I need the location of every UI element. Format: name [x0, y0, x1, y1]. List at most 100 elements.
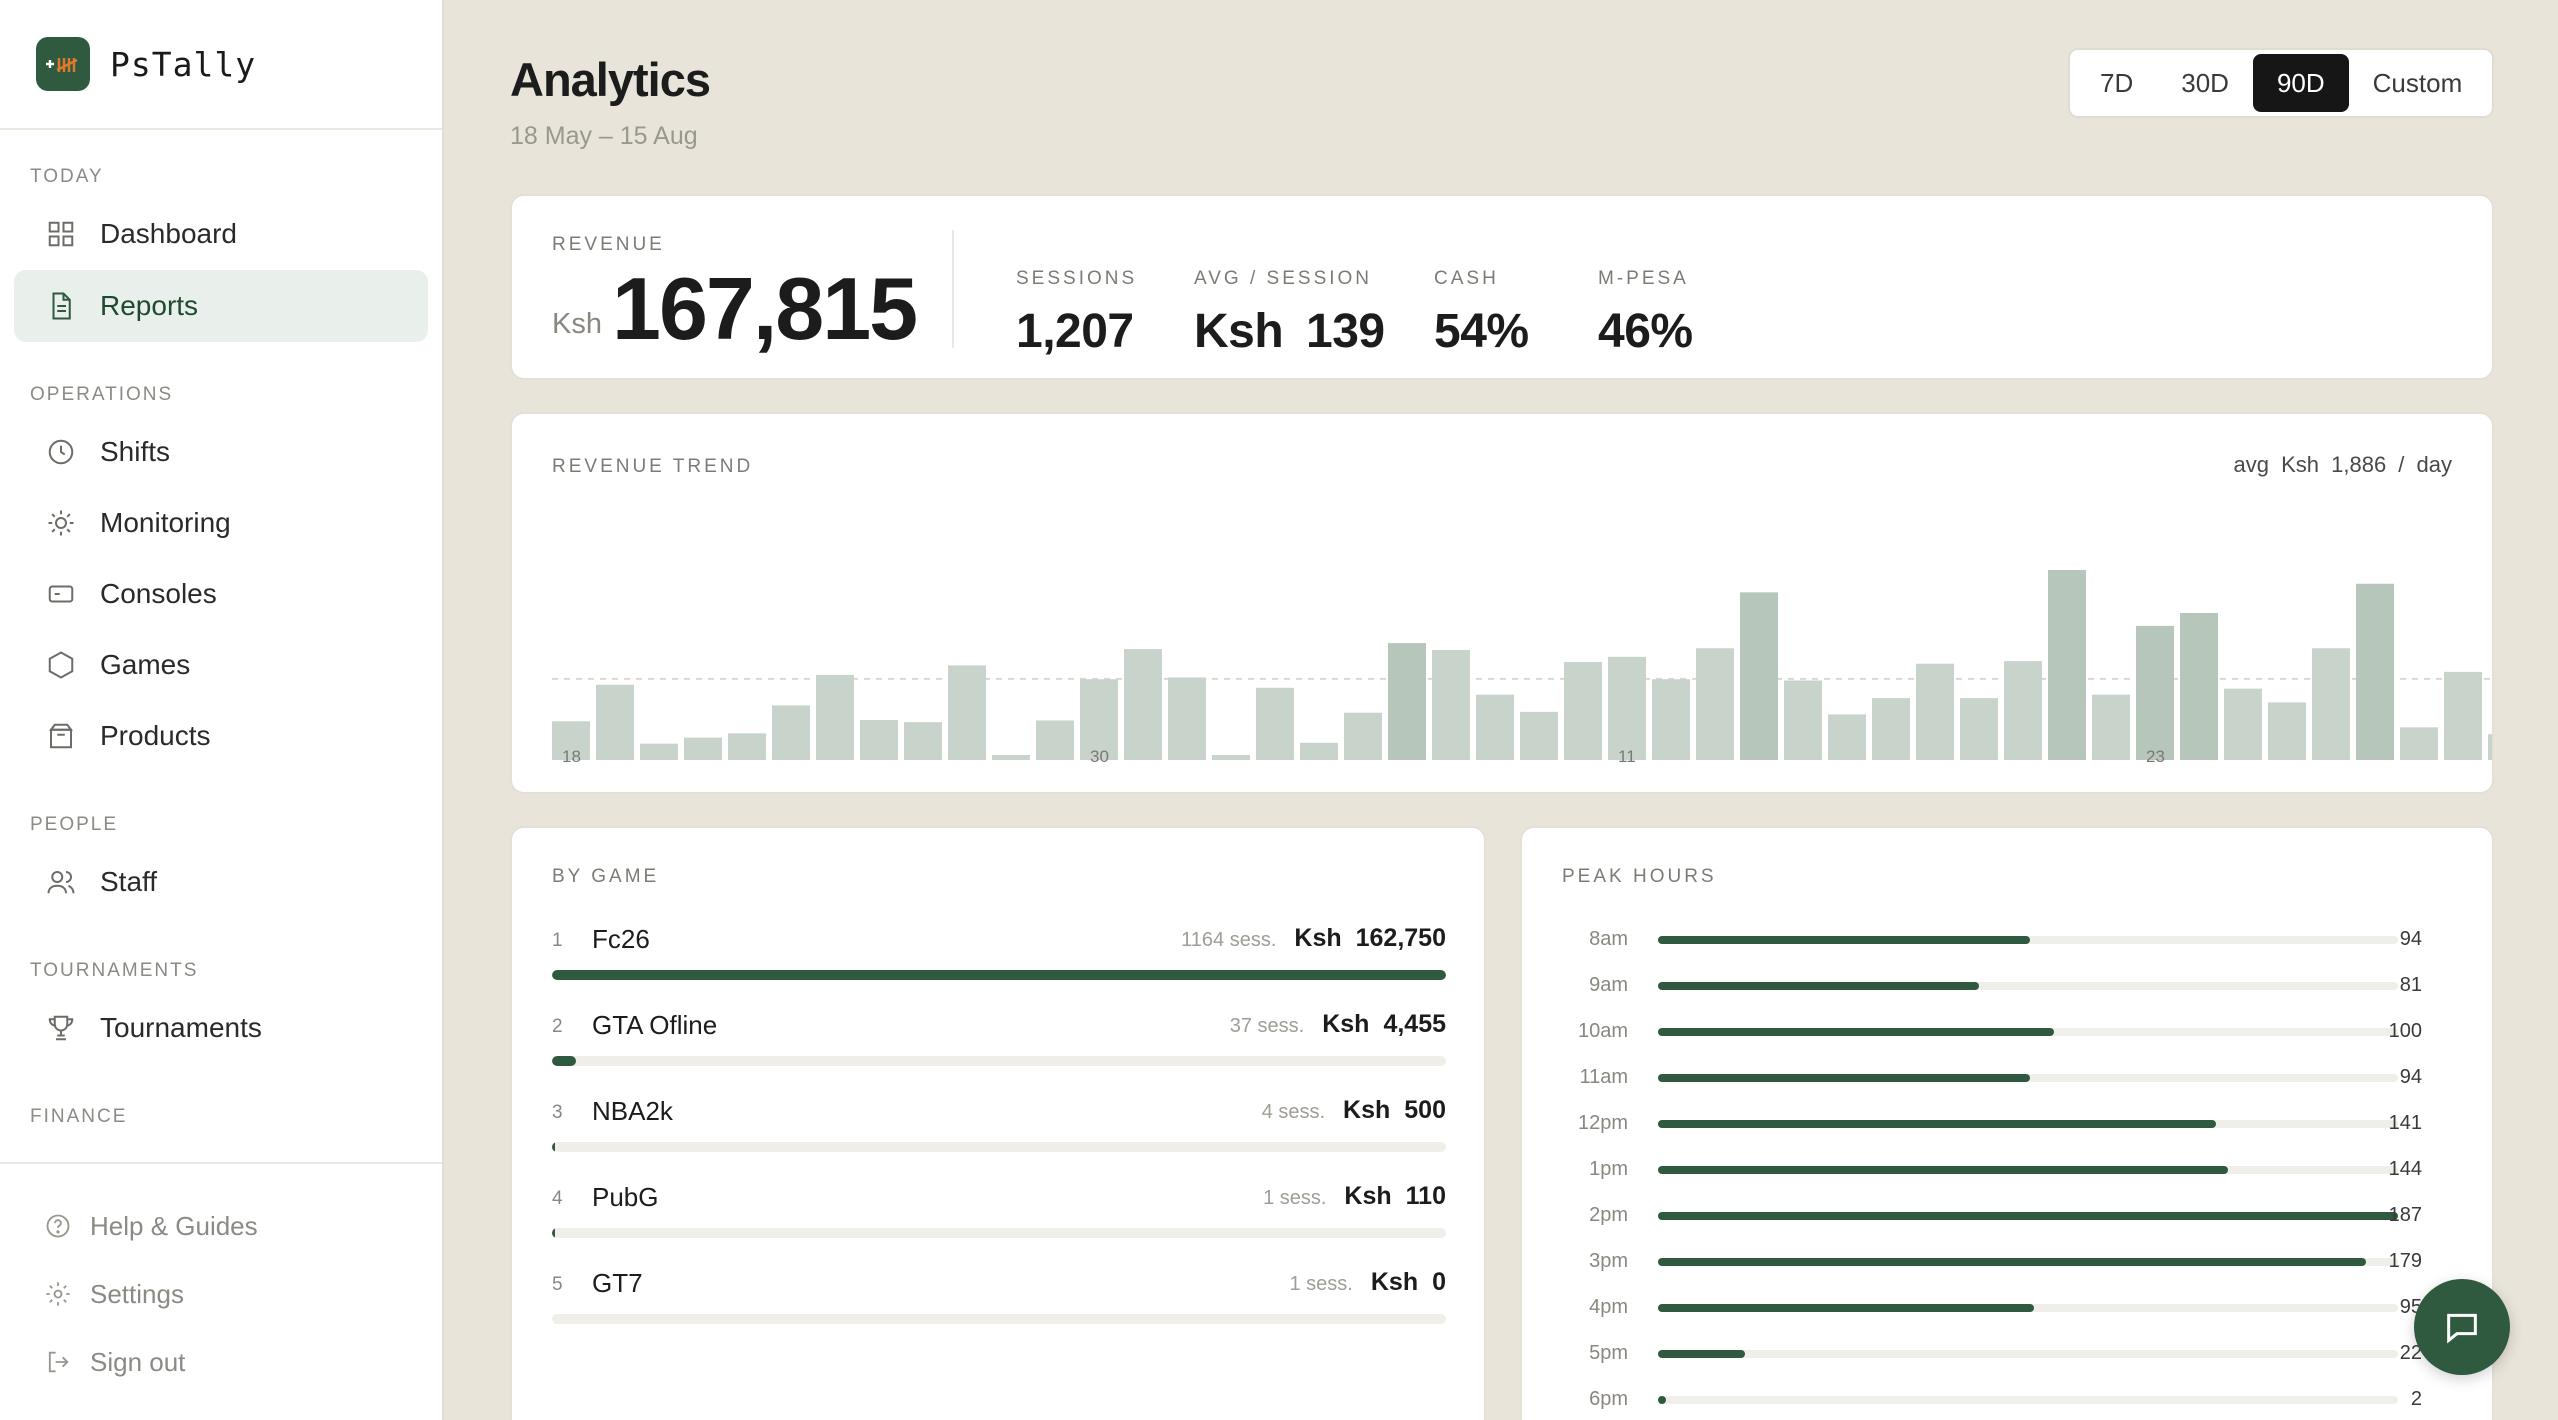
- peak-hour-track: [1658, 1258, 2398, 1266]
- trend-bar[interactable]: [596, 684, 634, 760]
- trend-bar[interactable]: [1388, 643, 1426, 760]
- trend-bar[interactable]: [2356, 583, 2394, 760]
- users-icon: [46, 867, 76, 897]
- trend-bar[interactable]: [2224, 688, 2262, 760]
- trend-bar[interactable]: [1432, 649, 1470, 760]
- box-icon: [46, 721, 76, 751]
- trend-bar[interactable]: [948, 665, 986, 760]
- sign-out-button[interactable]: Sign out: [14, 1332, 428, 1392]
- trend-bar[interactable]: [2488, 734, 2494, 760]
- cash-value: 54%: [1434, 305, 1529, 358]
- sidebar-item-staff[interactable]: Staff: [14, 846, 428, 918]
- peak-hour-bar: [1658, 1258, 2367, 1266]
- trend-bar[interactable]: [640, 743, 678, 760]
- trend-bar[interactable]: [1652, 679, 1690, 760]
- trend-bar[interactable]: [1256, 687, 1294, 760]
- trend-bar[interactable]: [2444, 671, 2482, 760]
- trend-bar[interactable]: [772, 705, 810, 760]
- trend-bar[interactable]: [1696, 648, 1734, 760]
- peak-hour-bar: [1658, 1028, 2054, 1036]
- trend-bar[interactable]: [684, 737, 722, 760]
- trend-bar[interactable]: [1036, 720, 1074, 760]
- avg-session-label: Avg / Session: [1194, 268, 1373, 289]
- trend-bar[interactable]: [2136, 625, 2174, 760]
- chat-button[interactable]: [2414, 1279, 2510, 1375]
- signout-icon: [44, 1348, 72, 1376]
- game-row[interactable]: 4 PubG 1 sess. Ksh 110: [552, 1180, 1446, 1250]
- sidebar-item-dashboard[interactable]: Dashboard: [14, 198, 428, 270]
- game-row[interactable]: 1 Fc26 1164 sess. Ksh 162,750: [552, 922, 1446, 992]
- peak-hour-track: [1658, 1120, 2398, 1128]
- trend-bar[interactable]: [1828, 714, 1866, 760]
- trend-tick-label: 11: [1618, 747, 1636, 766]
- trend-bar[interactable]: [2312, 648, 2350, 760]
- trend-bar[interactable]: [1212, 755, 1250, 760]
- sidebar-item-products[interactable]: Products: [14, 700, 428, 772]
- game-row[interactable]: 3 NBA2k 4 sess. Ksh 500: [552, 1094, 1446, 1164]
- section-title-tournaments: Tournaments: [30, 960, 199, 981]
- gear-icon: [44, 1280, 72, 1308]
- trend-bar[interactable]: [1740, 592, 1778, 760]
- peak-hour-bar: [1658, 1212, 2398, 1220]
- trend-bar[interactable]: [2180, 612, 2218, 760]
- trend-bar[interactable]: [728, 733, 766, 760]
- peak-hour-value: 187: [2388, 1204, 2422, 1226]
- trend-bar[interactable]: [1608, 656, 1646, 760]
- chat-icon: [2447, 1313, 2477, 1344]
- trend-bar[interactable]: [992, 755, 1030, 760]
- trend-bar[interactable]: [860, 720, 898, 760]
- range-custom-button[interactable]: Custom: [2372, 67, 2463, 98]
- trend-bar[interactable]: [1476, 694, 1514, 760]
- trend-bar[interactable]: [1344, 712, 1382, 760]
- trend-bar[interactable]: [1520, 711, 1558, 760]
- trend-bar[interactable]: [904, 722, 942, 760]
- revenue-currency: Ksh: [552, 308, 602, 340]
- sidebar-item-consoles[interactable]: Consoles: [14, 558, 428, 630]
- trend-bar[interactable]: [2268, 702, 2306, 760]
- trend-bar[interactable]: [1960, 698, 1998, 760]
- trend-bar[interactable]: [2092, 694, 2130, 760]
- sidebar-item-monitoring[interactable]: Monitoring: [14, 487, 428, 559]
- trend-bar[interactable]: [1080, 679, 1118, 760]
- game-row[interactable]: 5 GT7 1 sess. Ksh 0: [552, 1266, 1446, 1336]
- sidebar-item-games[interactable]: Games: [14, 629, 428, 701]
- trend-bar[interactable]: [1168, 677, 1206, 760]
- game-row[interactable]: 2 GTA Ofline 37 sess. Ksh 4,455: [552, 1008, 1446, 1078]
- help-guides-link[interactable]: Help & Guides: [14, 1196, 428, 1256]
- sessions-value: 1,207: [1016, 305, 1134, 358]
- game-share-fill: [552, 1228, 555, 1238]
- trend-bar[interactable]: [816, 674, 854, 760]
- section-title-people: People: [30, 814, 119, 835]
- brand[interactable]: PsTally: [0, 0, 442, 130]
- trend-bar[interactable]: [2048, 570, 2086, 760]
- kpi-card: Revenue Ksh 167,815 Sessions 1,207 Avg /…: [510, 194, 2494, 380]
- avg-session-kpi: Avg / Session Ksh 139: [1194, 268, 1385, 359]
- trend-bar[interactable]: [2004, 661, 2042, 760]
- brand-name: PsTally: [110, 44, 257, 84]
- trend-bar[interactable]: [1124, 649, 1162, 760]
- trend-bar[interactable]: [1872, 698, 1910, 760]
- game-currency: Ksh: [1294, 924, 1342, 952]
- trend-bar[interactable]: [1300, 742, 1338, 760]
- game-amount: 110: [1405, 1182, 1446, 1210]
- game-currency: Ksh: [1344, 1182, 1392, 1210]
- peak-hour-label: 9am: [1589, 974, 1628, 996]
- settings-link[interactable]: Settings: [14, 1264, 428, 1324]
- range-30d-button[interactable]: 30D: [2181, 67, 2229, 98]
- sidebar: PsTally Today Dashboard Reports Operatio…: [0, 0, 444, 1420]
- trend-bar[interactable]: [1784, 680, 1822, 760]
- sidebar-item-tournaments[interactable]: Tournaments: [14, 992, 428, 1064]
- trend-bar[interactable]: [2400, 727, 2438, 760]
- sidebar-item-shifts[interactable]: Shifts: [14, 416, 428, 488]
- sidebar-item-reports[interactable]: Reports: [14, 270, 428, 342]
- game-share-fill: [552, 970, 1446, 980]
- range-7d-button[interactable]: 7D: [2100, 67, 2134, 98]
- help-icon: [44, 1212, 72, 1240]
- game-share-track: [552, 1056, 1446, 1066]
- trend-bar[interactable]: [1564, 661, 1602, 760]
- peak-hour-label: 6pm: [1589, 1388, 1628, 1410]
- trend-bar[interactable]: [552, 721, 590, 760]
- peak-hour-bar: [1658, 1074, 2030, 1082]
- range-90d-button[interactable]: 90D: [2252, 54, 2349, 112]
- trend-bar[interactable]: [1916, 663, 1954, 760]
